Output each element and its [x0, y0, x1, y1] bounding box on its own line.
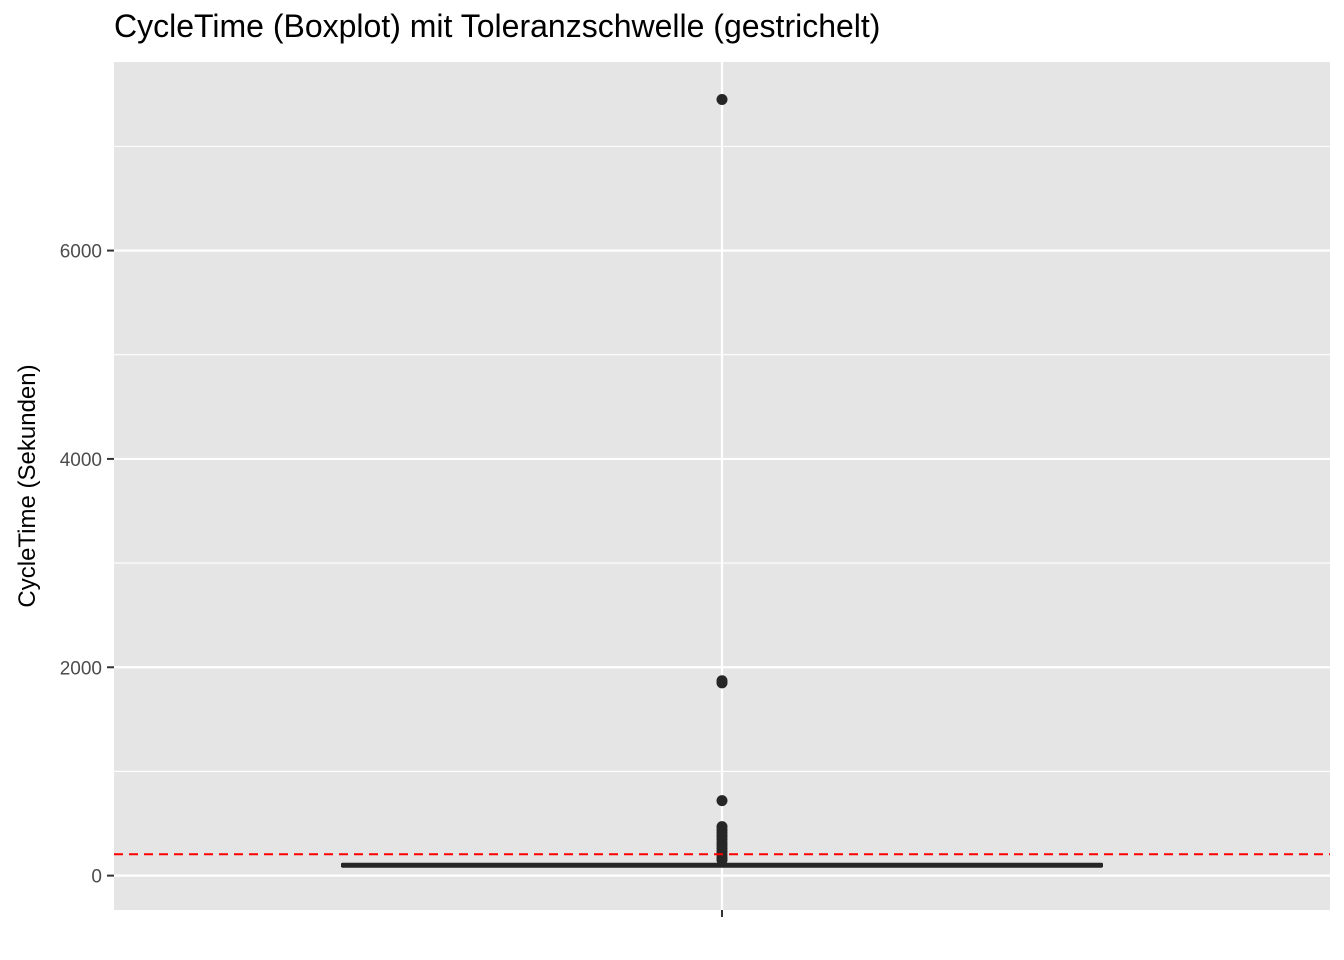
outliers: [716, 94, 728, 866]
y-tick-label: 4000: [60, 450, 102, 471]
y-axis-label: CycleTime (Sekunden): [14, 364, 41, 607]
y-tick-label: 0: [91, 867, 102, 888]
y-tick-label: 2000: [60, 658, 102, 679]
chart-title: CycleTime (Boxplot) mit Toleranzschwelle…: [114, 8, 881, 44]
y-tick-label: 6000: [60, 242, 102, 263]
outlier-point: [716, 795, 728, 807]
y-axis-ticks: 0 2000 4000 6000: [60, 242, 723, 917]
outlier-point: [716, 94, 728, 106]
outlier-point: [716, 854, 728, 866]
outlier-point: [716, 677, 728, 689]
